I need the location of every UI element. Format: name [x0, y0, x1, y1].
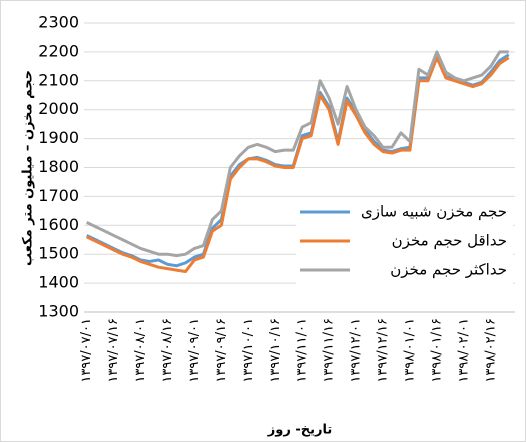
- y-tick-label: 2300: [38, 13, 79, 32]
- x-tick-label: ۱۳۹۷/۰۹/۱۶: [214, 318, 229, 383]
- y-tick-label: 2100: [38, 70, 79, 89]
- y-tick-label: 1400: [38, 273, 79, 292]
- x-tick-label: ۱۳۹۸/۰۱/۰۱: [402, 318, 417, 383]
- y-tick-label: 2000: [38, 99, 79, 118]
- y-tick-label: 2200: [38, 41, 79, 60]
- x-tick-label: ۱۳۹۷/۱۰/۰۱: [241, 318, 256, 383]
- x-tick-label: ۱۳۹۷/۰۷/۱۶: [106, 318, 121, 383]
- x-tick-label: ۱۳۹۷/۰۷/۰۱: [79, 318, 94, 383]
- x-tick-label: ۱۳۹۷/۱۰/۱۶: [268, 318, 283, 383]
- x-tick-label: ۱۳۹۷/۰۸/۰۱: [133, 318, 148, 383]
- y-tick-label: 1600: [38, 215, 79, 234]
- legend-label: حداکثر حجم مخزن: [390, 261, 507, 279]
- legend-label: حجم مخزن شبیه سازی: [361, 203, 507, 221]
- y-tick-label: 1500: [38, 244, 79, 263]
- x-tick-label: ۱۳۹۷/۱۲/۱۶: [376, 318, 391, 383]
- y-axis-label: حجم مخزن – میلیون متر مکعب: [21, 70, 36, 266]
- y-tick-label: 1300: [38, 302, 79, 321]
- x-tick-label: ۱۳۹۷/۰۸/۱۶: [160, 318, 175, 383]
- x-tick-label: ۱۳۹۷/۰۹/۰۱: [187, 318, 202, 383]
- x-tick-label: ۱۳۹۷/۱۲/۰۱: [349, 318, 364, 383]
- legend-label: حداقل حجم مخزن: [392, 232, 507, 250]
- series-line: [86, 56, 510, 274]
- x-tick-label: ۱۳۹۸/۰۲/۱۶: [483, 318, 498, 383]
- x-axis-label: تاریخ- روز: [267, 423, 332, 438]
- x-tick-label: ۱۳۹۸/۰۱/۱۶: [429, 318, 444, 383]
- x-tick-label: ۱۳۹۸/۰۲/۰۱: [456, 318, 471, 383]
- y-tick-label: 1900: [38, 128, 79, 147]
- series-line: [86, 50, 509, 258]
- x-tick-label: ۱۳۹۷/۱۱/۰۱: [295, 318, 310, 383]
- y-tick-label: 1700: [38, 186, 79, 205]
- x-tick-label: ۱۳۹۷/۱۱/۱۶: [322, 318, 337, 383]
- y-tick-label: 1800: [38, 157, 79, 176]
